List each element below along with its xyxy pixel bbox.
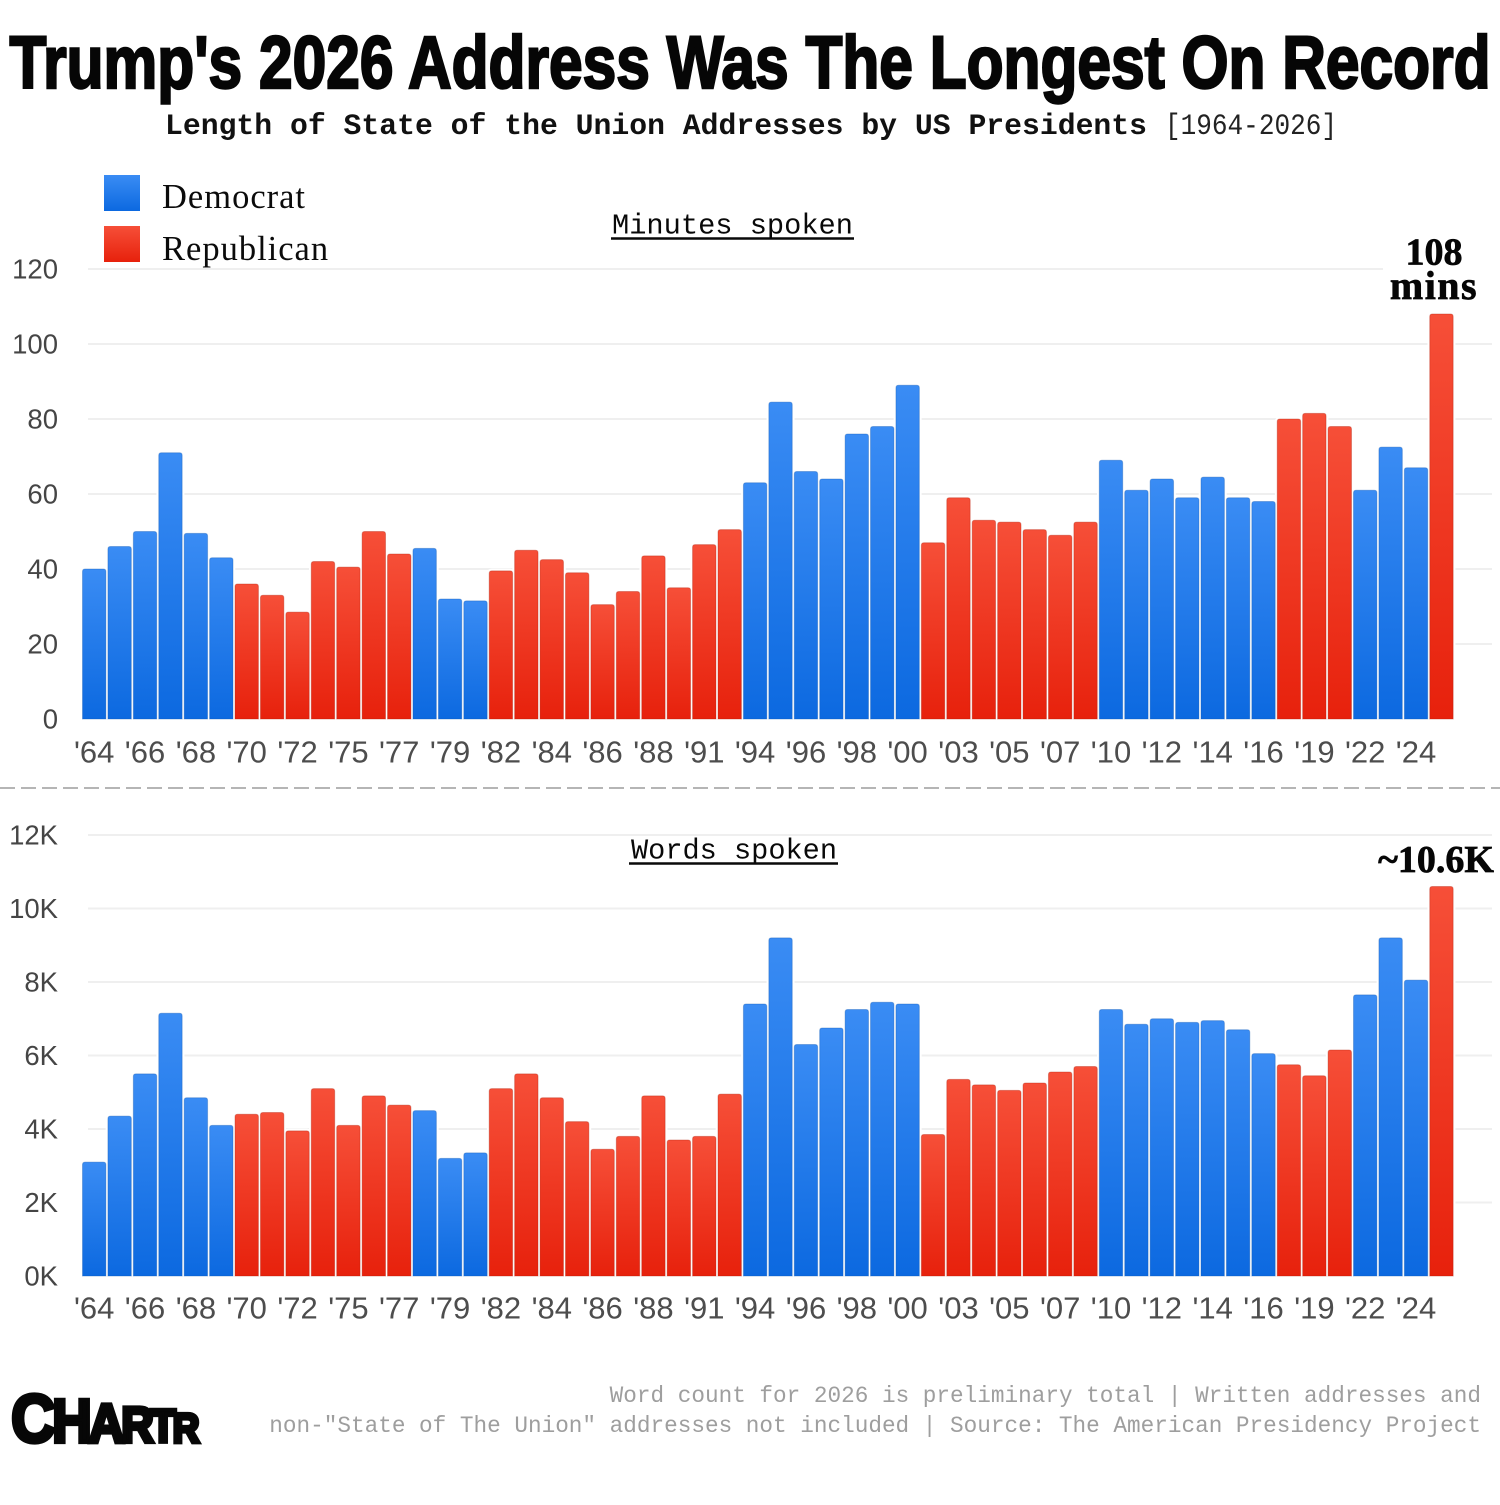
svg-text:'66: '66 <box>125 1291 165 1326</box>
svg-text:Word count for 2026 is prelimi: Word count for 2026 is preliminary total… <box>610 1383 1481 1409</box>
svg-text:2K: 2K <box>24 1187 58 1218</box>
svg-text:'03: '03 <box>938 735 978 770</box>
svg-text:'14: '14 <box>1192 1291 1232 1326</box>
svg-text:4K: 4K <box>24 1114 58 1145</box>
svg-text:'24: '24 <box>1396 735 1436 770</box>
svg-text:'05: '05 <box>989 735 1029 770</box>
svg-text:'00: '00 <box>887 1291 927 1326</box>
svg-text:40: 40 <box>27 554 58 585</box>
svg-text:'12: '12 <box>1142 1291 1182 1326</box>
svg-text:Trump's 2026 Address Was The L: Trump's 2026 Address Was The Longest On … <box>10 21 1491 104</box>
svg-text:mins: mins <box>1390 263 1478 308</box>
svg-text:'75: '75 <box>328 735 368 770</box>
svg-text:'64: '64 <box>74 735 114 770</box>
svg-text:'91: '91 <box>684 1291 724 1326</box>
svg-text:'96: '96 <box>786 1291 826 1326</box>
svg-text:0K: 0K <box>24 1261 58 1292</box>
svg-text:CHARTR: CHARTR <box>11 1380 199 1457</box>
svg-text:'82: '82 <box>481 1291 521 1326</box>
svg-text:'86: '86 <box>582 735 622 770</box>
svg-text:'19: '19 <box>1294 1291 1334 1326</box>
svg-text:12K: 12K <box>9 820 59 851</box>
svg-text:'16: '16 <box>1243 1291 1283 1326</box>
svg-text:'12: '12 <box>1142 735 1182 770</box>
svg-text:'70: '70 <box>226 1291 266 1326</box>
svg-text:'24: '24 <box>1396 1291 1436 1326</box>
svg-text:'94: '94 <box>735 1291 775 1326</box>
svg-text:100: 100 <box>12 329 58 360</box>
svg-text:'72: '72 <box>277 1291 317 1326</box>
svg-text:'94: '94 <box>735 735 775 770</box>
svg-text:[1964-2026]: [1964-2026] <box>1165 109 1337 143</box>
svg-text:'84: '84 <box>532 1291 572 1326</box>
svg-text:'22: '22 <box>1345 1291 1385 1326</box>
svg-text:108: 108 <box>1406 232 1463 274</box>
svg-text:'84: '84 <box>532 735 572 770</box>
svg-text:Length of State of the Union A: Length of State of the Union Addresses b… <box>165 109 1147 143</box>
svg-text:'79: '79 <box>430 735 470 770</box>
svg-text:8K: 8K <box>24 967 58 998</box>
svg-text:120: 120 <box>12 254 58 285</box>
svg-text:'91: '91 <box>684 735 724 770</box>
svg-text:20: 20 <box>27 629 58 660</box>
svg-text:'77: '77 <box>379 735 419 770</box>
svg-text:Republican: Republican <box>162 230 329 268</box>
svg-text:'16: '16 <box>1243 735 1283 770</box>
svg-text:'68: '68 <box>176 1291 216 1326</box>
svg-text:'88: '88 <box>633 1291 673 1326</box>
svg-text:10K: 10K <box>9 893 59 924</box>
svg-text:'70: '70 <box>226 735 266 770</box>
svg-text:non-"State of The Union" addre: non-"State of The Union" addresses not i… <box>269 1413 1481 1439</box>
svg-text:Words spoken: Words spoken <box>631 835 837 868</box>
svg-text:'82: '82 <box>481 735 521 770</box>
svg-text:80: 80 <box>27 404 58 435</box>
svg-text:'10: '10 <box>1091 735 1131 770</box>
svg-text:6K: 6K <box>24 1040 58 1071</box>
svg-text:'22: '22 <box>1345 735 1385 770</box>
svg-text:'88: '88 <box>633 735 673 770</box>
svg-text:'77: '77 <box>379 1291 419 1326</box>
svg-text:'72: '72 <box>277 735 317 770</box>
svg-text:'86: '86 <box>582 1291 622 1326</box>
svg-text:'98: '98 <box>837 735 877 770</box>
svg-text:'07: '07 <box>1040 1291 1080 1326</box>
svg-text:'14: '14 <box>1192 735 1232 770</box>
svg-text:'79: '79 <box>430 1291 470 1326</box>
svg-text:Minutes spoken: Minutes spoken <box>612 210 853 243</box>
svg-text:'68: '68 <box>176 735 216 770</box>
svg-text:'66: '66 <box>125 735 165 770</box>
svg-text:'98: '98 <box>837 1291 877 1326</box>
svg-text:'19: '19 <box>1294 735 1334 770</box>
svg-text:'75: '75 <box>328 1291 368 1326</box>
svg-text:'64: '64 <box>74 1291 114 1326</box>
svg-text:'00: '00 <box>887 735 927 770</box>
svg-text:'10: '10 <box>1091 1291 1131 1326</box>
svg-text:~10.6K: ~10.6K <box>1378 839 1494 881</box>
svg-text:Democrat: Democrat <box>162 178 306 216</box>
svg-text:'07: '07 <box>1040 735 1080 770</box>
svg-text:'05: '05 <box>989 1291 1029 1326</box>
svg-text:'96: '96 <box>786 735 826 770</box>
svg-text:'03: '03 <box>938 1291 978 1326</box>
svg-text:0: 0 <box>43 704 58 735</box>
svg-text:60: 60 <box>27 479 58 510</box>
